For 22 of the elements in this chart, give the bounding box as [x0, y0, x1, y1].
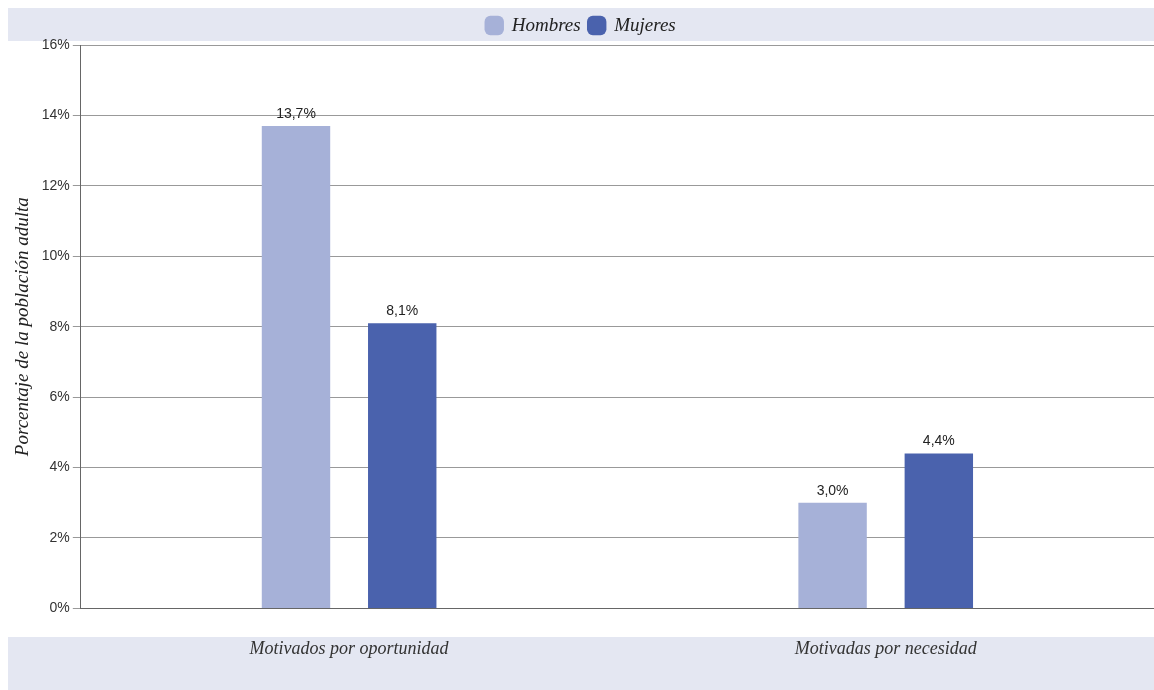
bar — [368, 323, 437, 608]
y-axis-title: Porcentaje de la población adulta — [11, 197, 33, 458]
legend-label: Hombres — [510, 13, 581, 35]
y-tick-label: 16% — [41, 35, 70, 52]
y-tick-label: 2% — [49, 528, 70, 545]
x-tick-label: Motivadas por necesidad — [793, 637, 978, 658]
data-label: 8,1% — [386, 302, 419, 319]
bar — [798, 502, 867, 608]
y-tick-label: 8% — [49, 317, 70, 334]
data-label: 3,0% — [816, 481, 849, 498]
y-tick-label: 4% — [49, 458, 70, 475]
bar — [261, 125, 331, 608]
data-label: 13,7% — [276, 104, 316, 121]
y-tick-label: 10% — [41, 247, 70, 264]
y-tick-label: 12% — [41, 176, 70, 193]
y-tick-label: 14% — [41, 106, 70, 123]
y-tick-label: 0% — [49, 599, 70, 616]
bar — [904, 453, 974, 608]
legend-label: Mujeres — [613, 13, 676, 35]
y-tick-label: 6% — [49, 387, 70, 404]
x-tick-label: Motivados por oportunidad — [248, 637, 450, 658]
data-label: 4,4% — [922, 432, 955, 449]
